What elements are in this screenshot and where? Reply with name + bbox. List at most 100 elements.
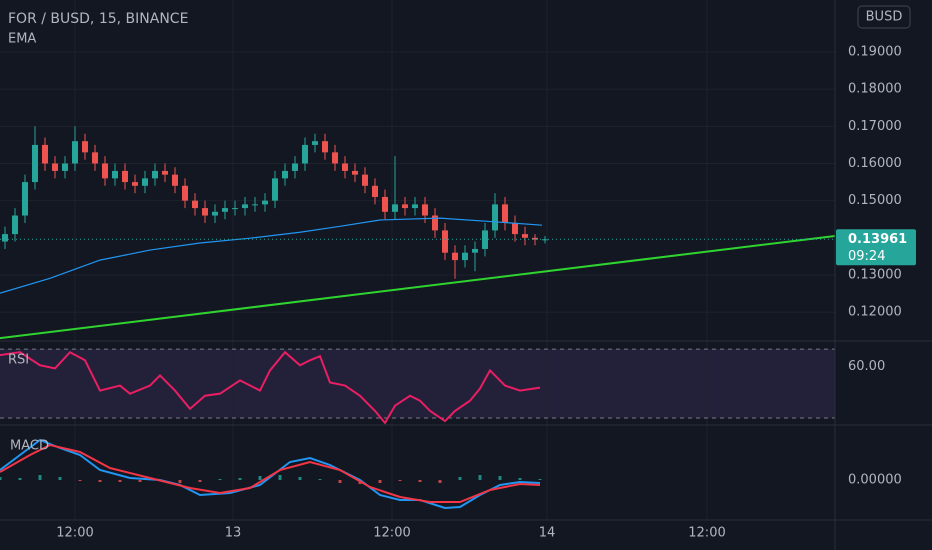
- macd-histogram-bar: [198, 480, 202, 482]
- candle-body: [242, 204, 248, 209]
- macd-histogram-bar: [18, 478, 22, 480]
- candle-body: [512, 222, 518, 235]
- candle-body: [22, 182, 28, 216]
- ema-line: [0, 217, 543, 294]
- candle-body: [292, 163, 298, 171]
- candle-body: [462, 252, 468, 261]
- candle-body: [322, 141, 328, 153]
- candle-body: [152, 170, 158, 179]
- candle-body: [362, 174, 368, 186]
- y-tick-label: 0.12000: [848, 305, 902, 320]
- macd-histogram-bar: [498, 476, 502, 480]
- macd-histogram-bar: [318, 479, 322, 480]
- x-tick-label: 12:00: [56, 526, 93, 541]
- macd-histogram-bar: [298, 477, 302, 480]
- candle-body: [162, 170, 168, 175]
- macd-histogram-bar: [438, 480, 442, 483]
- currency-badge[interactable]: [857, 5, 911, 29]
- macd-histogram-bar: [258, 476, 262, 480]
- candle-body: [392, 204, 398, 212]
- macd-histogram-bar: [418, 480, 422, 482]
- candle-body: [352, 170, 358, 175]
- macd-histogram-bar: [478, 475, 482, 480]
- y-tick-label: 0.19000: [848, 45, 902, 60]
- candle-body: [262, 200, 268, 205]
- candle-body: [532, 237, 538, 240]
- candle-body: [182, 185, 188, 201]
- trend-line: [0, 234, 836, 340]
- y-tick-label: 0.00000: [848, 473, 902, 488]
- candle-body: [302, 144, 308, 164]
- candle-body: [72, 141, 78, 164]
- macd-histogram-bar: [278, 475, 282, 480]
- macd-histogram-bar: [458, 477, 462, 480]
- candle-body: [112, 170, 118, 179]
- x-tick-label: 13: [225, 526, 242, 541]
- indicator-label: RSI: [8, 353, 29, 368]
- candle-body: [32, 144, 38, 183]
- macd-histogram-bar: [338, 480, 342, 483]
- candle-body: [192, 200, 198, 209]
- candle-body: [272, 178, 278, 201]
- macd-signal-line: [0, 443, 541, 503]
- y-tick-label: 0.18000: [848, 82, 902, 97]
- candle-body: [172, 174, 178, 186]
- indicator-label: MACD: [10, 439, 49, 454]
- candle-body: [342, 163, 348, 171]
- macd-histogram-bar: [78, 480, 82, 481]
- candle-body: [542, 239, 548, 241]
- candle-body: [132, 182, 138, 186]
- candle-body: [222, 208, 228, 212]
- countdown-label: 09:24: [848, 249, 885, 264]
- macd-histogram-bar: [518, 478, 522, 480]
- candle-body: [382, 196, 388, 212]
- macd-histogram-bar: [98, 480, 102, 482]
- candle-body: [422, 204, 428, 216]
- macd-histogram-bar: [118, 480, 122, 482]
- macd-line: [0, 438, 541, 510]
- macd-histogram-bar: [218, 479, 222, 480]
- x-tick-label: 12:00: [373, 526, 410, 541]
- candle-body: [2, 234, 8, 242]
- candle-body: [122, 170, 128, 183]
- candle-body: [472, 248, 478, 253]
- candle-body: [402, 204, 408, 209]
- macd-histogram-bar: [58, 477, 62, 480]
- candle-body: [142, 178, 148, 186]
- candle-body: [502, 204, 508, 223]
- candle-body: [442, 230, 448, 253]
- y-tick-label: 0.15000: [848, 193, 902, 208]
- candle-body: [412, 204, 418, 209]
- candle-body: [372, 185, 378, 197]
- macd-histogram-bar: [378, 480, 382, 483]
- macd-histogram-bar: [38, 475, 42, 480]
- y-tick-label: 0.16000: [848, 156, 902, 171]
- y-tick-label: 0.13000: [848, 267, 902, 282]
- candle-body: [432, 215, 438, 231]
- rsi-band: [0, 349, 835, 418]
- candle-body: [102, 163, 108, 179]
- currency-label: BUSD: [866, 10, 903, 25]
- macd-histogram-bar: [138, 480, 142, 482]
- macd-histogram-bar: [238, 478, 242, 480]
- candle-body: [282, 170, 288, 179]
- candle-body: [312, 141, 318, 145]
- candle-body: [12, 215, 18, 235]
- y-tick-label: 60.00: [848, 359, 885, 374]
- x-tick-label: 12:00: [688, 526, 725, 541]
- macd-histogram-bar: [0, 477, 2, 480]
- macd-histogram-bar: [538, 479, 542, 480]
- indicator-label: EMA: [8, 32, 36, 47]
- candle-body: [42, 144, 48, 164]
- candle-body: [212, 211, 218, 216]
- rsi-line: [0, 350, 541, 425]
- last-price-box: [836, 229, 916, 266]
- chart-title: FOR / BUSD, 15, BINANCE: [8, 11, 188, 27]
- candle-body: [452, 252, 458, 261]
- macd-histogram-bar: [178, 480, 182, 483]
- candle-body: [52, 163, 58, 171]
- candle-body: [62, 163, 68, 171]
- last-price-label: 0.13961: [848, 232, 907, 247]
- candle-body: [232, 208, 238, 210]
